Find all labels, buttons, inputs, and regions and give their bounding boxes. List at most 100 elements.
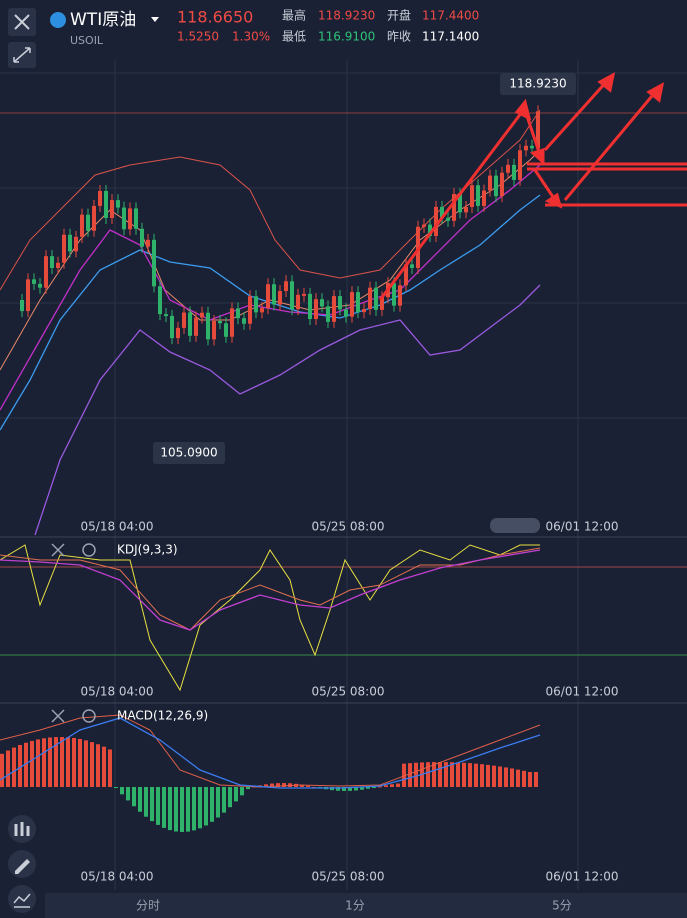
macd-bar	[66, 737, 70, 787]
indicator-label: MACD(12,26,9)	[117, 709, 208, 723]
macd-bar	[384, 785, 388, 787]
candle	[44, 256, 48, 288]
candle	[440, 206, 444, 218]
macd-bar	[480, 764, 484, 787]
candle	[248, 296, 252, 324]
candle	[320, 299, 324, 307]
candle	[374, 287, 378, 310]
boll-lower	[34, 284, 541, 536]
time-label: 05/18 04:00	[81, 685, 154, 699]
macd-bar	[192, 787, 196, 831]
macd-bar	[354, 787, 358, 791]
tab[interactable]: 1分	[345, 899, 365, 913]
macd-bar	[408, 763, 412, 787]
candle	[50, 256, 54, 268]
stat-label: 开盘	[387, 8, 411, 23]
close-icon	[14, 14, 30, 30]
candle	[116, 200, 120, 208]
tab-bar	[45, 893, 687, 918]
candle	[452, 194, 456, 221]
macd-bar	[180, 787, 184, 832]
macd-bar	[462, 762, 466, 787]
candle	[536, 111, 540, 149]
macd-bar	[426, 762, 430, 787]
macd-bar	[18, 745, 22, 787]
macd-bar	[390, 784, 394, 787]
candle	[314, 299, 318, 319]
candle	[254, 296, 258, 313]
candle	[98, 190, 102, 206]
change-pct: 1.30%	[232, 30, 270, 44]
kdj-d	[0, 549, 541, 631]
tab[interactable]: 5分	[552, 899, 572, 913]
more-button[interactable]	[490, 518, 540, 533]
candle	[404, 264, 408, 286]
macd-bar	[300, 784, 304, 787]
macd-bar	[204, 787, 208, 826]
macd-bar	[96, 744, 100, 787]
macd-bar	[168, 787, 172, 831]
candle	[260, 308, 264, 313]
macd-bar	[36, 739, 40, 787]
macd-bar	[198, 787, 202, 829]
tab[interactable]: 分时	[136, 899, 160, 913]
close-macd[interactable]	[51, 709, 65, 723]
macd-bar	[270, 783, 274, 787]
close-kdj[interactable]	[51, 543, 65, 557]
candle	[176, 327, 180, 339]
candle	[170, 315, 174, 339]
candle	[188, 312, 192, 336]
macd-bar	[144, 787, 148, 817]
macd-bar	[438, 762, 442, 787]
candle	[218, 320, 222, 324]
candle	[266, 284, 270, 309]
stat-label: 昨收	[387, 30, 411, 44]
macd-bar	[138, 787, 142, 812]
candle	[20, 300, 24, 312]
candle	[38, 283, 42, 288]
stat-value: 118.9230	[318, 9, 375, 23]
macd-bar	[414, 762, 418, 787]
macd-bar	[498, 766, 502, 787]
macd-bar	[510, 768, 514, 787]
symbol[interactable]: WTI原油	[70, 10, 136, 30]
candle	[230, 308, 234, 337]
candle	[152, 239, 156, 287]
macd-bar	[240, 787, 244, 796]
macd-bar	[306, 785, 310, 787]
macd-bar	[522, 770, 526, 787]
macd-bar	[336, 787, 340, 791]
candle	[26, 279, 30, 312]
candle	[86, 214, 90, 231]
candle	[56, 262, 60, 268]
time-label: 06/01 12:00	[546, 685, 619, 699]
low-marker-bg	[153, 442, 225, 464]
macd-bar	[114, 787, 118, 789]
candle	[200, 312, 204, 318]
macd-bar	[24, 742, 28, 787]
macd-bar	[234, 787, 238, 802]
candle	[140, 228, 144, 247]
candle	[308, 293, 312, 319]
macd-bar	[90, 742, 94, 787]
time-label: 06/01 12:00	[546, 870, 619, 884]
high-marker: 118.9230	[509, 77, 566, 91]
macd-bar	[276, 783, 280, 787]
candle	[74, 236, 78, 252]
candle	[410, 264, 414, 268]
candle	[122, 207, 126, 230]
indicator-label: KDJ(9,3,3)	[117, 543, 178, 557]
settings-macd[interactable]	[82, 709, 96, 723]
time-label: 06/01 12:00	[546, 520, 619, 534]
macd-bar	[150, 787, 154, 822]
candle	[350, 292, 354, 317]
candle	[284, 281, 288, 292]
macd-bar	[468, 763, 472, 787]
stat-value: 117.1400	[422, 30, 479, 44]
settings-kdj[interactable]	[82, 543, 96, 557]
dropdown[interactable]	[151, 17, 159, 22]
candle	[68, 234, 72, 252]
candle	[368, 287, 372, 310]
stat-label: 最低	[282, 30, 306, 44]
